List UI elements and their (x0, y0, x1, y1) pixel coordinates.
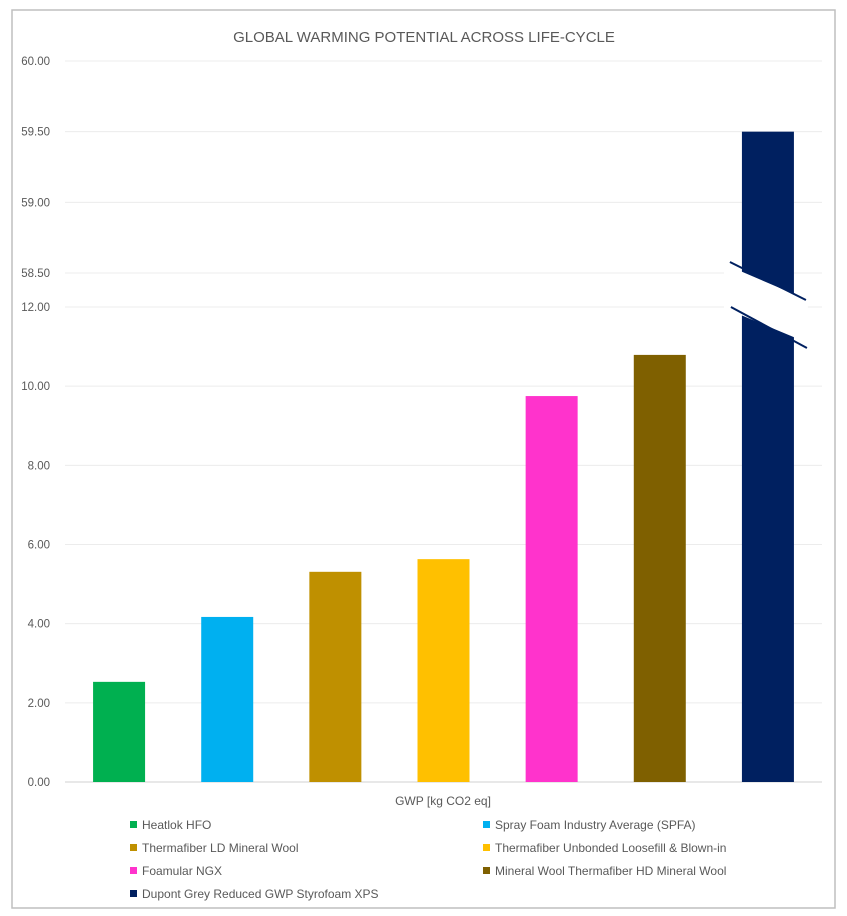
y-tick-label: 58.50 (21, 268, 50, 280)
chart-title: GLOBAL WARMING POTENTIAL ACROSS LIFE-CYC… (233, 29, 615, 46)
y-tick-label: 59.50 (21, 127, 50, 139)
bar-3 (309, 571, 362, 782)
legend-label: Heatlok HFO (142, 818, 211, 832)
axis-break-mark (730, 306, 808, 349)
bar-1 (93, 681, 146, 782)
legend-label: Thermafiber LD Mineral Wool (142, 841, 299, 855)
legend-swatch (483, 844, 490, 851)
legend-item: Dupont Grey Reduced GWP Styrofoam XPS (130, 887, 379, 901)
bar-6 (633, 354, 686, 782)
y-tick-label: 10.00 (21, 381, 50, 393)
legend-item: Heatlok HFO (130, 818, 211, 832)
bar-2 (201, 616, 254, 782)
legend-label: Spray Foam Industry Average (SPFA) (495, 818, 696, 832)
legend-swatch (130, 844, 137, 851)
x-axis-label: GWP [kg CO2 eq] (395, 794, 491, 808)
legend-swatch (130, 821, 137, 828)
legend-item: Thermafiber LD Mineral Wool (130, 841, 299, 855)
legend-swatch (130, 890, 137, 897)
legend-label: Mineral Wool Thermafiber HD Mineral Wool (495, 864, 726, 878)
y-tick-label: 59.00 (21, 197, 50, 209)
y-tick-label: 8.00 (28, 460, 50, 472)
bar-5 (525, 396, 578, 782)
axis-break-mark (729, 261, 807, 301)
legend-item: Mineral Wool Thermafiber HD Mineral Wool (483, 864, 726, 878)
axis-break-gap (723, 264, 808, 343)
legend-swatch (483, 867, 490, 874)
y-tick-label: 4.00 (28, 619, 50, 631)
legend-label: Dupont Grey Reduced GWP Styrofoam XPS (142, 887, 379, 901)
bar-4 (417, 559, 470, 782)
bar-7 (741, 131, 794, 782)
legend-label: Foamular NGX (142, 864, 222, 878)
y-tick-label: 60.00 (21, 56, 50, 68)
legend-item: Foamular NGX (130, 864, 222, 878)
legend-item: Spray Foam Industry Average (SPFA) (483, 818, 696, 832)
legend-swatch (483, 821, 490, 828)
y-tick-label: 6.00 (28, 540, 50, 552)
legend-item: Thermafiber Unbonded Loosefill & Blown-i… (483, 841, 726, 855)
legend-label: Thermafiber Unbonded Loosefill & Blown-i… (495, 841, 726, 855)
y-tick-label: 2.00 (28, 698, 50, 710)
y-tick-label: 12.00 (21, 302, 50, 314)
legend-swatch (130, 867, 137, 874)
y-tick-label: 0.00 (28, 777, 50, 789)
